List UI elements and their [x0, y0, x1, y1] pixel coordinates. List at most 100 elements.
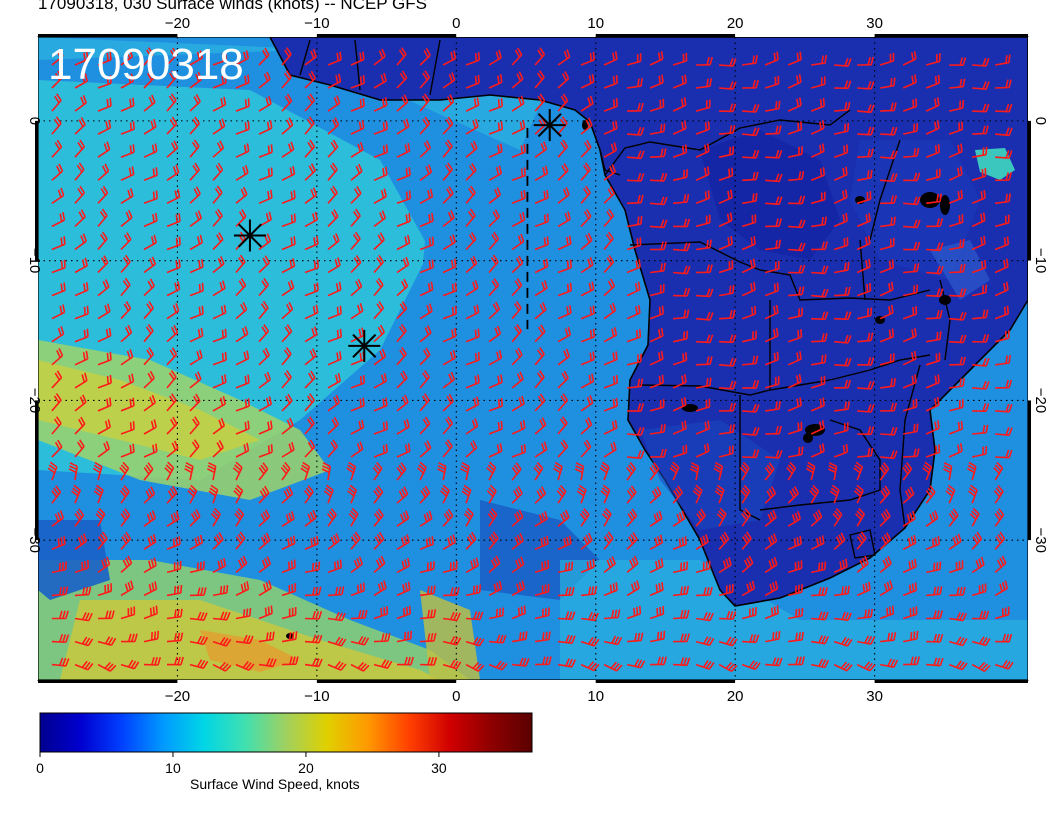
wind-barb [166, 70, 177, 89]
wind-barb [166, 656, 184, 666]
wind-barb [649, 98, 665, 112]
wind-barb [834, 357, 852, 367]
wind-barb [879, 353, 895, 366]
wind-barb [189, 116, 200, 135]
wind-barb [350, 231, 361, 251]
wind-barb [396, 167, 411, 182]
wind-barb [373, 421, 388, 435]
wind-barb [442, 349, 457, 366]
wind-barb [189, 327, 204, 343]
wind-barb [396, 323, 407, 343]
wind-barb [166, 536, 181, 551]
wind-barb [511, 420, 526, 435]
wind-barb [603, 582, 618, 597]
wind-barb [580, 661, 600, 672]
wind-barb [902, 51, 917, 66]
wind-barb [994, 580, 1009, 597]
wind-barb [695, 121, 710, 135]
wind-barb [880, 450, 898, 460]
wind-barb [879, 555, 892, 574]
wind-barb [764, 605, 779, 620]
wind-barb [488, 143, 503, 158]
wind-barb [120, 121, 135, 135]
wind-barb [74, 162, 85, 181]
wind-barb [187, 484, 198, 504]
wind-barb [511, 532, 524, 550]
wind-barb [673, 265, 691, 275]
wind-barb [327, 559, 342, 574]
wind-barb [765, 149, 783, 159]
wind-barb [879, 508, 891, 527]
wind-barb [603, 441, 617, 458]
wind-barb [787, 536, 802, 551]
wind-barb [189, 416, 200, 435]
wind-barb [995, 79, 1012, 89]
wind-barb [47, 461, 58, 481]
wind-barb [119, 485, 130, 504]
wind-barb [995, 103, 1013, 113]
wind-barb [143, 323, 154, 343]
wind-barb [327, 328, 342, 343]
wind-barb [764, 509, 777, 527]
wind-barb [488, 301, 501, 320]
wind-barb [51, 439, 63, 458]
axis-labels: −20 −10 0 10 20 30 −20 −10 0 10 20 30 0 −10 −20 −30 0 −10… [26, 15, 1049, 705]
wind-barb [189, 349, 203, 366]
wind-barb [534, 141, 548, 158]
wind-barb [442, 305, 457, 320]
wind-barb [419, 188, 434, 205]
wind-barb [626, 216, 643, 228]
wind-barb [811, 311, 829, 321]
wind-barb [650, 172, 668, 182]
wind-barb [304, 70, 316, 89]
wind-barb [880, 102, 897, 112]
wind-barb [695, 99, 711, 112]
wind-barb [212, 374, 227, 389]
wind-barb [120, 373, 135, 389]
wind-barb [949, 377, 965, 389]
wind-barb [97, 636, 117, 646]
wind-barb [120, 97, 135, 112]
wind-barb [856, 581, 871, 597]
wind-barb [212, 232, 224, 251]
wind-barb [765, 218, 782, 228]
wind-barb [465, 636, 485, 647]
wind-barb [166, 584, 183, 597]
wind-barb [396, 462, 407, 481]
wind-barb [903, 630, 919, 643]
wind-barb [534, 559, 550, 574]
wind-barb [811, 288, 829, 298]
wind-barb [695, 420, 710, 435]
wind-barb [903, 448, 920, 458]
wind-barb [603, 75, 618, 89]
wind-barb [856, 531, 867, 550]
wind-barb [511, 95, 525, 112]
wind-barb [534, 441, 548, 458]
wind-barb [603, 327, 618, 343]
wind-barb [304, 610, 323, 620]
wind-barb [419, 212, 434, 228]
wind-barb [695, 78, 712, 89]
wind-barb [925, 510, 939, 527]
wind-barb [558, 634, 576, 644]
wind-barb [811, 265, 829, 275]
wind-barb [304, 586, 322, 597]
wind-barb [235, 165, 249, 181]
frame-bar [35, 540, 38, 680]
wind-barb [718, 557, 732, 574]
wind-barb [788, 607, 804, 620]
wind-barb [461, 484, 472, 504]
wind-barb [258, 95, 272, 112]
wind-barb [810, 397, 825, 412]
wind-barb [120, 531, 132, 550]
wind-barb [281, 486, 294, 504]
wind-barb [120, 73, 134, 89]
wind-barb [557, 326, 572, 343]
wind-barb [603, 635, 623, 646]
wind-barb [972, 57, 990, 67]
wind-barb [948, 214, 964, 228]
wind-barb [396, 118, 410, 135]
wind-barb [281, 324, 293, 343]
wind-barb [419, 325, 432, 343]
wind-barb [948, 636, 968, 647]
